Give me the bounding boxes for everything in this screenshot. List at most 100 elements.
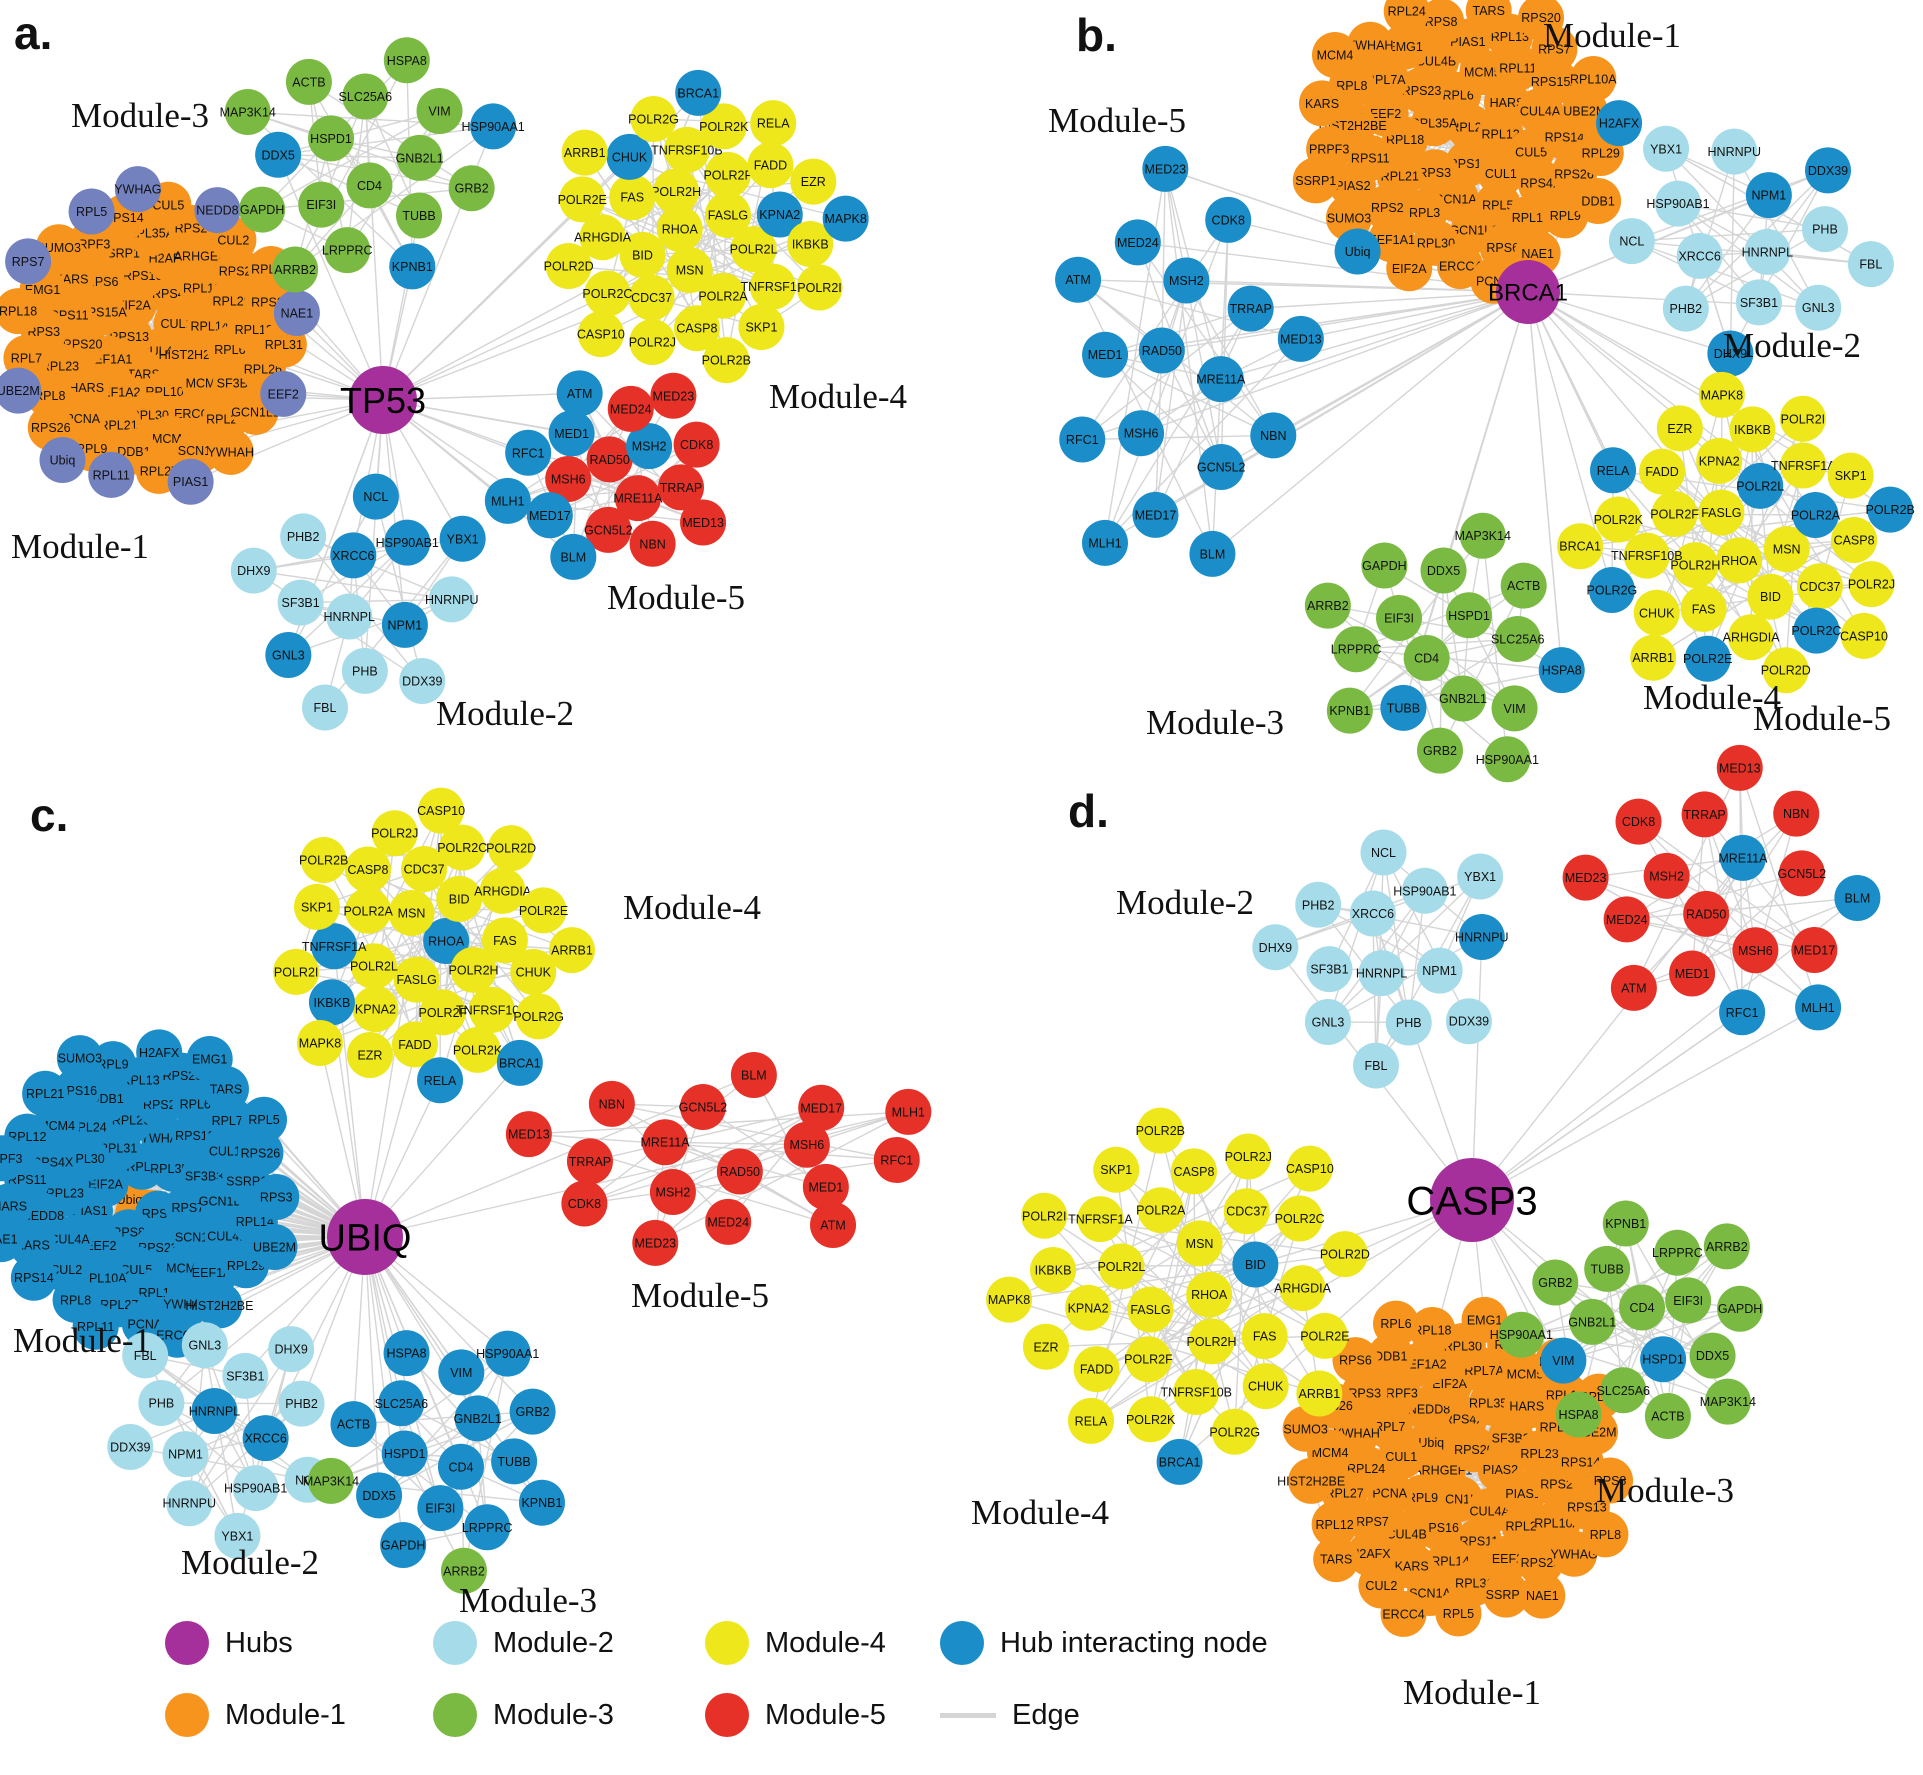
node-label: MCM5 (1507, 1367, 1544, 1381)
node-label: TUBB (1591, 1262, 1624, 1276)
node-circle (1361, 542, 1408, 589)
node-CHUK: CHUK (1242, 1363, 1289, 1410)
node-EIF3I: EIF3I (1665, 1277, 1712, 1324)
node-circle (1676, 232, 1723, 279)
node-RPL11: RPL11 (72, 1303, 119, 1350)
node-circle (1461, 1296, 1508, 1343)
node-label: CD4 (357, 179, 382, 193)
edge (364, 96, 384, 401)
node-label: MSH6 (1124, 427, 1159, 441)
node-label: SLC25A6 (1491, 632, 1545, 646)
node-NBN: NBN (588, 1080, 635, 1127)
node-label: RPL7 (1374, 1420, 1405, 1434)
node-label: POLR2E (1683, 652, 1732, 666)
node-label: SF3B1 (282, 596, 320, 610)
node-VIM: VIM (1540, 1337, 1587, 1384)
node-circle (1313, 1536, 1360, 1583)
edge (1579, 511, 1722, 547)
node-label: PHB2 (1302, 898, 1335, 912)
node-circle (1223, 1188, 1270, 1235)
node-MSH2: MSH2 (649, 1168, 696, 1215)
node-circle (1610, 964, 1657, 1011)
module-1-color-swatch (165, 1693, 209, 1737)
node-circle (1801, 206, 1848, 253)
node-label: IKBKB (314, 996, 351, 1010)
node-circle (265, 631, 312, 678)
node-FASLG: FASLG (704, 192, 751, 239)
node-circle (1532, 1259, 1579, 1306)
node-GRB2: GRB2 (1532, 1259, 1579, 1306)
node-label: ARRB2 (274, 263, 316, 277)
node-label: POLR2B (1136, 1124, 1185, 1138)
node-label: CUL2 (1365, 1579, 1397, 1593)
node-EMG1: EMG1 (1382, 23, 1429, 70)
edge (1471, 1006, 1819, 1201)
node-circle (986, 1276, 1033, 1323)
module-label-d-Module-1: Module-1 (1403, 1673, 1541, 1712)
node-IKBKB: IKBKB (787, 220, 834, 267)
module-label-a-Module-3: Module-3 (71, 96, 209, 135)
node-label: YBX1 (1650, 142, 1682, 156)
node-label: GNL3 (189, 1339, 222, 1353)
node-label: TUBB (1387, 701, 1420, 715)
node-label: SSRP1 (1486, 1588, 1527, 1602)
node-label: MCM5 (1464, 66, 1501, 80)
node-circle (416, 88, 463, 135)
node-FAS: FAS (1680, 585, 1727, 632)
node-PHB: PHB (1801, 206, 1848, 253)
hubs-layer: TP53 BRCA1 UBIQ CASP3 (319, 260, 1568, 1275)
node-EMG1: EMG1 (186, 1035, 233, 1082)
edge (1382, 852, 1470, 1022)
node-circle (526, 492, 573, 539)
node-NBN: NBN (1773, 790, 1820, 837)
node-label: EEF2 (1492, 1552, 1523, 1566)
node-label: RPS2 (175, 221, 208, 235)
edge (1161, 168, 1166, 351)
node-RPS7: RPS7 (5, 238, 52, 285)
node-MED24: MED24 (607, 385, 654, 432)
node-POLR2I: POLR2I (1779, 395, 1826, 442)
node-TRRAP: TRRAP (1227, 285, 1274, 332)
edge (1638, 821, 1815, 951)
hub-node-UBIQ: UBIQ (319, 1199, 411, 1275)
node-POLR2B: POLR2B (702, 337, 751, 384)
node-DHX9: DHX9 (1707, 330, 1754, 377)
module-labels-layer: Module-1Module-2Module-3Module-4Module-5… (11, 16, 1891, 1712)
node-POLR2H: POLR2H (1186, 1318, 1237, 1365)
node-circle (1416, 727, 1463, 774)
node-label: RPL26 (1506, 1520, 1544, 1534)
node-MLH1: MLH1 (484, 477, 531, 524)
node-label: MLH1 (1088, 536, 1121, 550)
node-circle (1717, 1285, 1764, 1332)
node-label: Ubiq (50, 454, 76, 468)
node-label: MED1 (1088, 348, 1123, 362)
node-label: KARS (1395, 1559, 1429, 1573)
node-DHX9: DHX9 (1252, 924, 1299, 971)
node-circle (1795, 284, 1842, 331)
node-label: EZR (1033, 1340, 1058, 1354)
node-circle (384, 519, 431, 566)
node-label: RPS3 (260, 1190, 293, 1204)
node-label: BLM (1200, 547, 1226, 561)
node-label: RHOA (428, 935, 465, 949)
node-label: SKP1 (745, 321, 777, 335)
node-circle (1639, 448, 1686, 495)
node-RPS8: RPS8 (1587, 1457, 1634, 1504)
node-circle (1716, 744, 1763, 791)
node-label: POLR2E (1300, 1329, 1349, 1343)
panel-letter-b: b. (1076, 9, 1117, 61)
node-circle (122, 1332, 169, 1379)
node-label: GNB2L1 (454, 1412, 502, 1426)
node-circle (1373, 1300, 1420, 1347)
node-circle (1459, 512, 1506, 559)
node-circle (1698, 489, 1745, 536)
legend-item-hub-interacting-node: Hub interacting node (940, 1620, 1268, 1666)
node-MAPK8: MAPK8 (822, 195, 869, 242)
node-MED17: MED17 (798, 1084, 845, 1131)
node-label: MSH2 (1169, 274, 1204, 288)
node-label: GCN5L2 (584, 523, 633, 537)
node-TUBB: TUBB (1584, 1245, 1631, 1292)
node-circle (1445, 998, 1492, 1045)
node-label: POLR2F (419, 1006, 468, 1020)
node-label: FAS (493, 934, 517, 948)
